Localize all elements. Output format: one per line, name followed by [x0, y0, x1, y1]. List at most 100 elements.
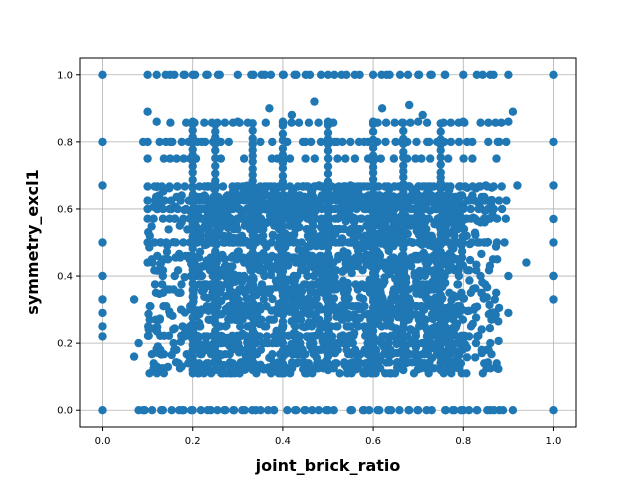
- scatter-point: [211, 234, 220, 243]
- scatter-point: [222, 270, 231, 279]
- scatter-point: [399, 244, 408, 253]
- scatter-point: [453, 255, 462, 264]
- scatter-point: [417, 230, 427, 239]
- scatter-point: [270, 359, 279, 368]
- scatter-point: [188, 365, 197, 375]
- data-points: [98, 70, 558, 415]
- scatter-point: [480, 280, 490, 289]
- x-tick-label: 0.2: [185, 436, 201, 447]
- scatter-point: [294, 204, 303, 214]
- scatter-point: [143, 154, 152, 163]
- scatter-point: [549, 406, 558, 415]
- scatter-point: [295, 214, 304, 223]
- scatter-point: [211, 313, 220, 322]
- x-axis-label: joint_brick_ratio: [255, 456, 401, 475]
- scatter-point: [176, 196, 185, 205]
- scatter-point: [447, 253, 456, 262]
- scatter-point: [233, 214, 242, 223]
- scatter-point: [489, 70, 498, 80]
- scatter-point: [143, 214, 152, 223]
- scatter-point: [98, 295, 107, 304]
- scatter-point: [323, 258, 333, 267]
- scatter-point: [361, 359, 370, 368]
- scatter-point: [351, 365, 360, 374]
- scatter-point: [358, 406, 368, 415]
- scatter-point: [157, 182, 167, 191]
- scatter-point: [278, 267, 288, 276]
- scatter-point: [436, 325, 445, 334]
- scatter-point: [358, 238, 368, 247]
- scatter-point: [151, 288, 161, 297]
- scatter-point: [211, 286, 220, 295]
- scatter-point: [451, 322, 461, 331]
- scatter-point: [195, 280, 204, 289]
- scatter-point: [447, 338, 457, 348]
- scatter-point: [230, 339, 239, 348]
- scatter-point: [160, 196, 169, 205]
- scatter-point: [445, 288, 454, 297]
- scatter-point: [471, 313, 481, 322]
- scatter-point: [235, 204, 244, 214]
- scatter-point: [399, 365, 408, 375]
- scatter-point: [268, 204, 277, 214]
- scatter-point: [341, 259, 350, 268]
- scatter-point: [424, 345, 433, 354]
- scatter-point: [266, 70, 276, 80]
- scatter-point: [269, 231, 278, 240]
- scatter-point: [229, 288, 238, 297]
- scatter-point: [295, 301, 305, 310]
- scatter-point: [351, 302, 361, 311]
- scatter-point: [247, 181, 256, 190]
- scatter-point: [479, 214, 489, 223]
- scatter-point: [486, 338, 495, 348]
- scatter-point: [269, 315, 279, 324]
- scatter-point: [400, 181, 409, 190]
- scatter-point: [486, 364, 495, 373]
- scatter-point: [323, 212, 333, 221]
- scatter-point: [386, 266, 395, 275]
- scatter-point: [461, 182, 470, 191]
- scatter-point: [248, 406, 257, 415]
- scatter-point: [344, 238, 353, 247]
- scatter-point: [290, 70, 299, 80]
- scatter-point: [330, 70, 339, 80]
- scatter-point: [202, 238, 211, 247]
- scatter-point: [333, 322, 342, 331]
- scatter-point: [228, 364, 237, 373]
- scatter-point: [368, 291, 378, 301]
- scatter-point: [153, 322, 162, 332]
- scatter-point: [248, 126, 257, 135]
- scatter-point: [307, 310, 316, 319]
- scatter-point: [167, 406, 176, 415]
- scatter-point: [332, 312, 341, 321]
- scatter-point: [199, 196, 208, 205]
- scatter-point: [229, 310, 238, 319]
- scatter-point: [368, 311, 378, 320]
- scatter-point: [188, 313, 197, 322]
- scatter-point: [213, 70, 223, 80]
- scatter-point: [234, 196, 244, 205]
- scatter-point: [180, 70, 189, 80]
- scatter-point: [497, 118, 506, 127]
- scatter-point: [452, 292, 461, 301]
- scatter-point: [98, 70, 107, 80]
- scatter-point: [306, 288, 316, 297]
- scatter-point: [310, 204, 320, 214]
- scatter-point: [355, 314, 364, 323]
- scatter-point: [399, 126, 408, 136]
- scatter-point: [98, 406, 107, 415]
- scatter-point: [383, 214, 392, 223]
- scatter-point: [445, 204, 455, 214]
- scatter-point: [357, 196, 366, 205]
- scatter-point: [416, 214, 425, 223]
- scatter-point: [220, 196, 229, 205]
- scatter-point: [188, 273, 197, 282]
- scatter-point: [322, 406, 331, 415]
- scatter-point: [436, 225, 445, 234]
- scatter-point: [310, 97, 319, 106]
- scatter-point: [330, 204, 340, 214]
- scatter-point: [314, 196, 323, 205]
- scatter-point: [98, 308, 107, 318]
- scatter-point: [188, 219, 197, 229]
- scatter-point: [307, 299, 316, 308]
